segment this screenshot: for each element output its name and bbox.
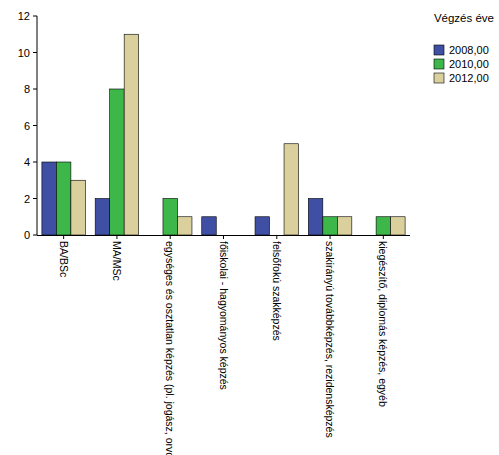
y-tick-label: 0	[24, 229, 30, 241]
x-tick	[116, 235, 117, 239]
y-tick	[33, 16, 37, 17]
bar	[42, 162, 57, 235]
x-tick-label: kiegészítő, diplomás képzés, egyéb	[377, 241, 389, 407]
bar	[284, 144, 299, 235]
x-tick	[63, 235, 64, 239]
y-tick	[33, 198, 37, 199]
legend-swatch	[434, 59, 444, 69]
y-tick	[33, 235, 37, 236]
bar	[56, 162, 70, 235]
x-tick-label: MA/MSc	[111, 241, 123, 281]
bar	[163, 199, 178, 236]
legend-label: 2008,00	[449, 44, 489, 56]
bar	[255, 217, 269, 235]
x-tick	[330, 235, 331, 239]
x-tick-label: szakirányú továbbképzés, rezidensképzés	[324, 241, 336, 438]
legend-label: 2012,00	[449, 72, 489, 84]
y-tick-label: 4	[24, 156, 30, 168]
bar	[376, 217, 391, 235]
bar	[71, 180, 86, 235]
bar	[308, 199, 323, 236]
bar	[110, 89, 125, 235]
y-tick-label: 8	[24, 83, 30, 95]
x-tick-label: főiskolai - hagyományos képzés	[218, 241, 230, 390]
y-tick	[33, 89, 37, 90]
bars	[42, 34, 405, 235]
x-tick-label: egységes és osztatlan képzés (pl. jogász…	[164, 241, 176, 455]
bar	[391, 217, 406, 235]
legend-label: 2010,00	[449, 58, 489, 70]
bar	[323, 217, 338, 235]
legend-swatch	[434, 45, 444, 55]
x-tick	[383, 235, 384, 239]
legend-title: Végzés éve	[434, 12, 494, 24]
y-tick	[33, 162, 37, 163]
y-tick-label: 2	[24, 193, 30, 205]
y-tick	[33, 125, 37, 126]
bar	[177, 217, 192, 235]
bar	[124, 34, 139, 235]
x-tick	[170, 235, 171, 239]
legend-swatch	[434, 73, 444, 83]
y-tick-label: 12	[18, 10, 30, 22]
x-tick	[223, 235, 224, 239]
bar	[337, 217, 352, 235]
y-tick-label: 10	[18, 47, 30, 59]
x-tick	[276, 235, 277, 239]
chart: 0 2 4 6 8 10 12 BA/BSc MA/MSc egységes és osztatl…	[0, 0, 499, 455]
x-tick-label: BA/BSc	[58, 241, 70, 277]
x-tick-label: felsőfokú szakképzés	[271, 241, 283, 341]
bar	[202, 217, 217, 235]
y-tick	[33, 52, 37, 53]
bar	[95, 199, 110, 236]
y-tick-label: 6	[24, 120, 30, 132]
